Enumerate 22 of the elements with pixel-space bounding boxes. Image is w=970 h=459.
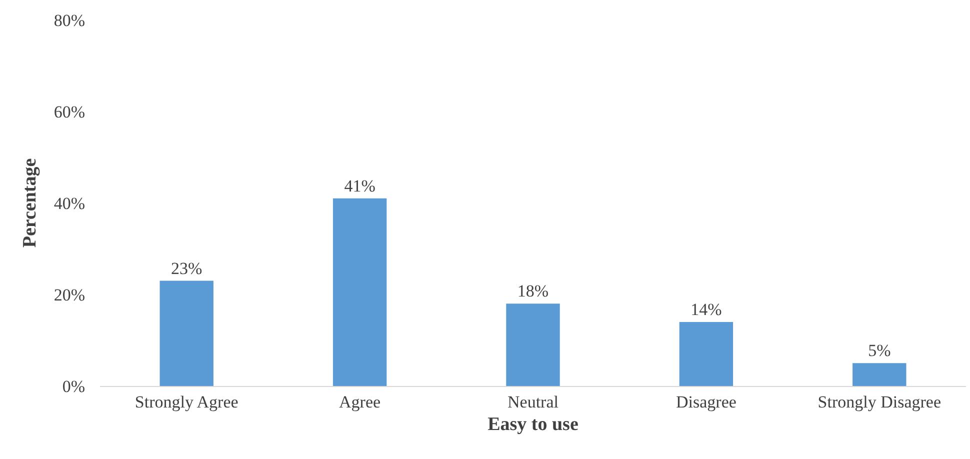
x-tick-label: Strongly Agree xyxy=(134,392,238,412)
x-tick-label: Disagree xyxy=(676,392,736,412)
bar xyxy=(679,322,734,386)
data-label: 5% xyxy=(868,341,891,360)
y-tick-label: 0% xyxy=(62,376,85,396)
y-tick-label: 80% xyxy=(54,10,85,30)
data-label: 23% xyxy=(171,258,202,278)
y-tick-label: 40% xyxy=(54,194,85,213)
bar xyxy=(506,304,560,386)
x-tick-label: Strongly Disagree xyxy=(818,392,942,412)
bar xyxy=(160,280,214,386)
data-label: 14% xyxy=(690,300,722,319)
x-tick-label: Agree xyxy=(339,392,381,412)
x-tick-label: Neutral xyxy=(508,392,559,412)
y-tick-label: 60% xyxy=(54,102,85,122)
y-axis-title: Percentage xyxy=(20,158,41,248)
x-axis-title: Easy to use xyxy=(488,414,578,436)
data-label: 41% xyxy=(344,176,376,196)
bar xyxy=(332,198,387,386)
bar xyxy=(852,363,906,386)
data-label: 18% xyxy=(517,282,549,301)
y-tick-label: 20% xyxy=(54,285,85,304)
